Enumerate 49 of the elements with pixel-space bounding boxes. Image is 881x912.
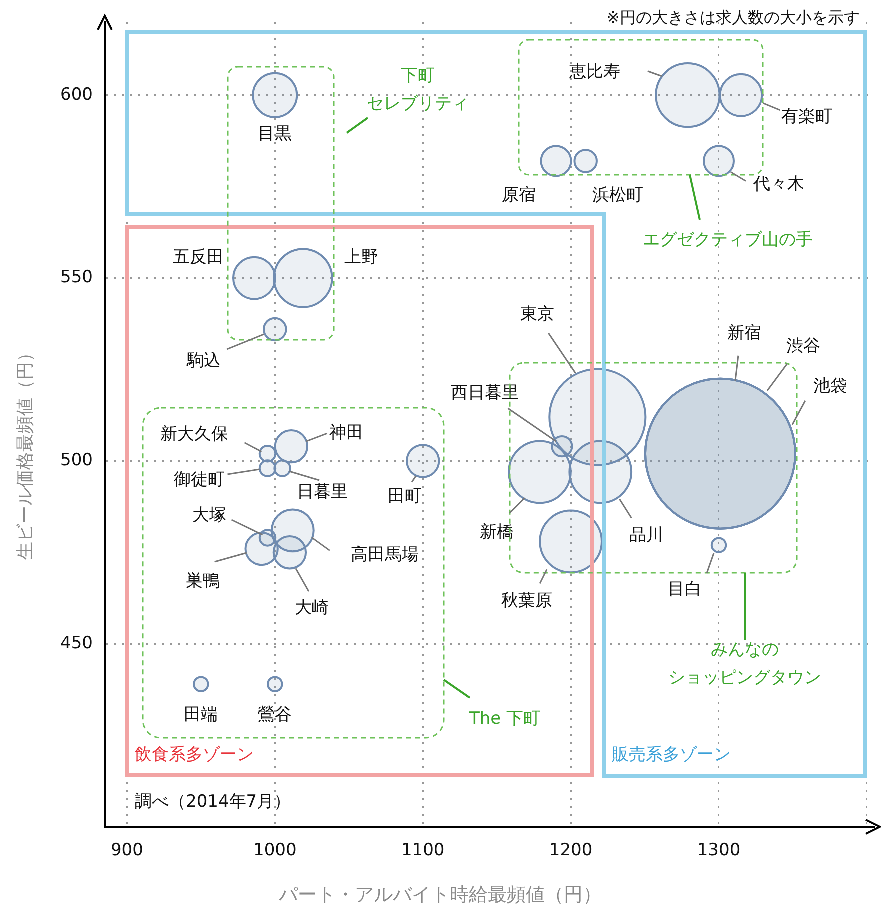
text: 高田馬場 [350,545,419,566]
annotation: The 下町 [468,708,542,731]
y-tick-label: 500 [60,450,93,471]
x-tick-label: 1000 [254,840,297,861]
series-label: 巣鴨 [186,571,220,592]
series-label: 品川 [630,526,664,546]
text: 池袋 [813,376,848,396]
y-tick-label: 550 [60,268,93,288]
text: 恵比寿 [568,62,620,82]
annotation: ショッピングタウン [668,667,822,690]
x-tick-label: 1300 [697,840,741,861]
series-label: 神田 [329,422,364,443]
series-label: 代々木 [752,174,804,195]
text: 新宿 [727,323,762,344]
y-tick-label: 450 [60,634,93,654]
series-label: 田町 [388,486,422,507]
series-label: 田端 [184,704,218,725]
annotation: 下町 [400,65,436,88]
series-label: 上野 [344,248,378,268]
annotation: 飲食系多ゾーン [135,744,254,767]
series-label: 鶯谷 [258,704,292,725]
annotation: 販売系多ゾーン [612,744,731,767]
series-label: 有楽町 [782,106,833,127]
x-tick-label: 900 [110,840,144,861]
series-label: 五反田 [172,248,224,268]
text: 御徒町 [174,470,226,490]
series-label: 原宿 [502,186,536,206]
text: 大塚 [192,505,227,526]
annotation: セレブリティ [366,93,470,116]
series-label: 目黒 [258,124,292,144]
annotation: 調べ（2014年7月） [135,791,292,814]
series-label: 日暮里 [297,482,348,502]
text: 駒込 [186,350,222,371]
annotation: みんなの [710,639,780,662]
y-tick-label: 600 [60,84,93,105]
annotation: ※円の大きさは求人数の大小を示す [606,7,860,29]
series-label: 大崎 [294,598,329,618]
annotation: エグゼクティブ山の手 [642,229,814,252]
x-tick-label: 1200 [549,840,593,861]
y-axis-title: 生ビール価格最頻値（円） [14,343,37,562]
x-tick-label: 1100 [401,840,445,861]
x-axis-title: パート・アルバイト時給最頻値（円） [278,883,603,908]
series-label: 浜松町 [592,186,644,206]
series-label: 新大久保 [160,424,229,444]
series-label: 秋葉原 [502,591,553,612]
series-label: 新橋 [480,522,514,543]
text: 渋谷 [786,336,820,356]
series-label: 目白 [668,580,702,600]
text: 東京 [520,304,555,325]
